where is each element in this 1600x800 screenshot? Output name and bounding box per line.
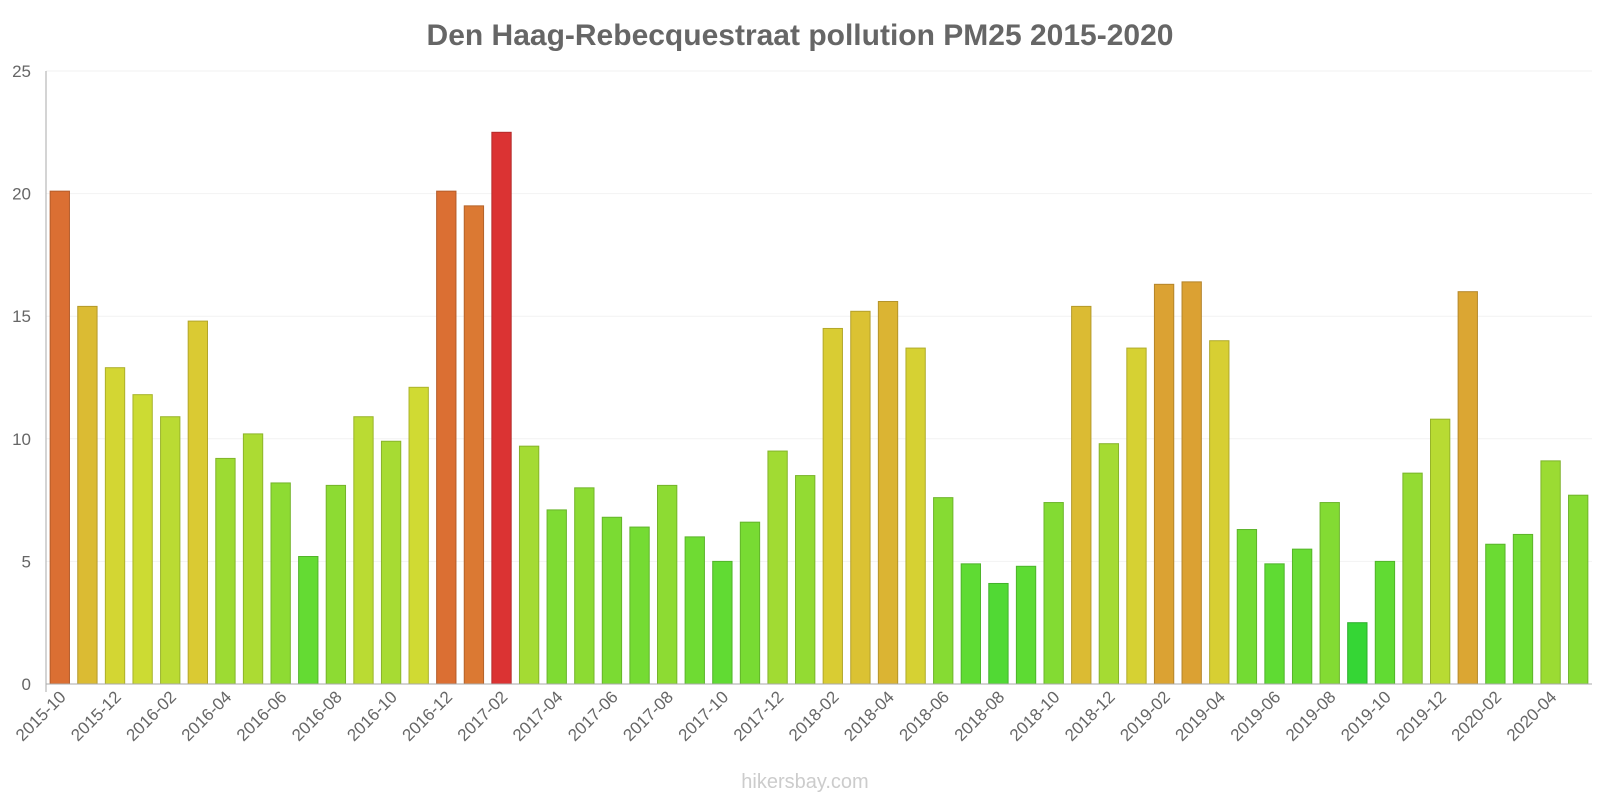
x-tick-label: 2016-02 bbox=[123, 687, 181, 745]
x-tick-label: 2018-12 bbox=[1061, 687, 1119, 745]
bar-2017-04 bbox=[546, 509, 567, 685]
bar-2017-08 bbox=[657, 484, 678, 685]
bar-2016-10 bbox=[380, 440, 402, 685]
bar-2018-05 bbox=[905, 347, 926, 685]
x-tick-label: 2018-10 bbox=[1006, 687, 1064, 745]
bar-2019-03 bbox=[1181, 281, 1202, 685]
bar-2019-07 bbox=[1291, 548, 1313, 685]
watermark: hikersbay.com bbox=[741, 771, 868, 793]
bar-2019-11 bbox=[1402, 472, 1423, 685]
x-tick-label: 2018-06 bbox=[896, 687, 954, 745]
bar-2020-01 bbox=[1457, 291, 1478, 685]
x-tick-label: 2020-04 bbox=[1503, 687, 1561, 745]
x-tick-label: 2016-10 bbox=[343, 687, 401, 745]
x-tick-label: 2016-04 bbox=[178, 687, 236, 745]
y-axis: 0 5 10 15 20 25 bbox=[12, 62, 47, 694]
bar-2016-11 bbox=[408, 386, 429, 685]
x-tick-label: 2017-08 bbox=[619, 687, 677, 745]
x-tick-label: 2016-12 bbox=[399, 687, 457, 745]
bar-2019-04 bbox=[1209, 340, 1230, 685]
x-tick-label: 2015-10 bbox=[12, 687, 70, 745]
bar-2016-04 bbox=[215, 457, 236, 685]
bar-2018-12 bbox=[1098, 443, 1120, 685]
bar-2019-09 bbox=[1347, 622, 1368, 685]
bar-2017-03 bbox=[518, 445, 540, 685]
bar-2018-04 bbox=[877, 300, 899, 685]
bar-2015-10 bbox=[49, 190, 70, 685]
bar-2018-09 bbox=[1015, 565, 1037, 685]
bar-2015-12 bbox=[104, 367, 126, 685]
bar-2020-04 bbox=[1540, 460, 1561, 685]
bar-2016-08 bbox=[325, 484, 347, 685]
bar-2018-03 bbox=[850, 310, 871, 685]
bar-2016-03 bbox=[187, 320, 208, 685]
x-tick-label: 2019-06 bbox=[1227, 687, 1285, 745]
x-tick-label: 2016-06 bbox=[233, 687, 291, 745]
x-tick-label: 2019-10 bbox=[1337, 687, 1395, 745]
bar-2016-01 bbox=[132, 394, 153, 685]
bar-2017-10 bbox=[712, 560, 733, 685]
bar-2018-01 bbox=[795, 475, 816, 685]
x-tick-label: 2020-02 bbox=[1448, 687, 1506, 745]
x-tick-label: 2017-04 bbox=[509, 687, 567, 745]
x-axis: 2015-102015-122016-022016-042016-062016-… bbox=[12, 683, 1592, 745]
y-tick-label: 25 bbox=[12, 62, 31, 81]
bar-2015-11 bbox=[77, 305, 98, 685]
x-tick-label: 2018-08 bbox=[951, 687, 1009, 745]
y-tick-label: 0 bbox=[22, 675, 31, 694]
bar-2019-08 bbox=[1319, 502, 1340, 685]
bar-2019-01 bbox=[1126, 347, 1147, 685]
x-tick-label: 2019-02 bbox=[1116, 687, 1174, 745]
bar-2017-09 bbox=[684, 536, 705, 685]
y-tick-label: 10 bbox=[12, 430, 31, 449]
bar-2019-10 bbox=[1374, 560, 1396, 685]
x-tick-label: 2018-02 bbox=[785, 687, 843, 745]
bar-2016-07 bbox=[298, 556, 319, 685]
bar-2019-05 bbox=[1236, 529, 1258, 685]
bar-2018-07 bbox=[960, 563, 981, 685]
bar-2019-06 bbox=[1264, 563, 1285, 685]
bar-2016-12 bbox=[436, 190, 457, 685]
bar-2020-05 bbox=[1568, 494, 1589, 685]
bar-2019-02 bbox=[1153, 283, 1175, 685]
bar-2018-11 bbox=[1071, 305, 1092, 685]
x-tick-label: 2019-08 bbox=[1282, 687, 1340, 745]
bar-2020-02 bbox=[1485, 543, 1506, 685]
bar-2017-11 bbox=[739, 521, 761, 685]
chart-title: Den Haag-Rebecquestraat pollution PM25 2… bbox=[427, 19, 1174, 52]
x-tick-label: 2017-10 bbox=[675, 687, 733, 745]
bar-2018-06 bbox=[933, 497, 954, 685]
x-tick-label: 2019-04 bbox=[1172, 687, 1230, 745]
bar-2017-12 bbox=[767, 450, 788, 685]
x-tick-label: 2015-12 bbox=[67, 687, 125, 745]
bar-2016-02 bbox=[160, 416, 181, 685]
y-tick-label: 5 bbox=[22, 552, 31, 571]
bar-2017-07 bbox=[629, 526, 650, 685]
y-tick-label: 15 bbox=[12, 307, 31, 326]
bar-2017-06 bbox=[601, 516, 623, 685]
bar-2017-05 bbox=[574, 487, 595, 685]
bar-2016-05 bbox=[242, 433, 264, 685]
bar-2019-12 bbox=[1430, 418, 1451, 685]
bar-series bbox=[49, 131, 1589, 685]
bar-2018-10 bbox=[1043, 502, 1064, 685]
x-tick-label: 2016-08 bbox=[288, 687, 346, 745]
bar-2020-03 bbox=[1512, 533, 1534, 685]
bar-2017-01 bbox=[463, 205, 485, 685]
bar-2017-02 bbox=[491, 131, 512, 685]
x-tick-label: 2018-04 bbox=[840, 687, 898, 745]
x-tick-label: 2017-02 bbox=[454, 687, 512, 745]
bar-2016-09 bbox=[353, 416, 374, 685]
x-tick-label: 2017-12 bbox=[730, 687, 788, 745]
x-tick-label: 2017-06 bbox=[564, 687, 622, 745]
bar-2018-02 bbox=[822, 327, 843, 685]
bar-2018-08 bbox=[988, 582, 1009, 685]
y-tick-label: 20 bbox=[12, 185, 31, 204]
x-tick-label: 2019-12 bbox=[1392, 687, 1450, 745]
bar-2016-06 bbox=[270, 482, 291, 685]
